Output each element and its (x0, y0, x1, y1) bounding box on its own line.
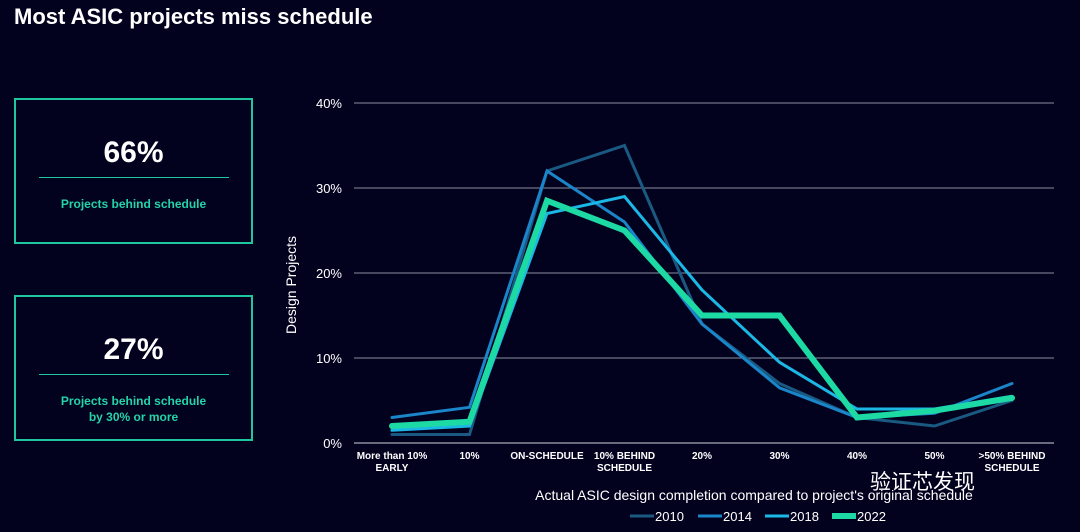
stat-label-line-2: by 30% or more (88, 410, 179, 424)
y-tick-label: 30% (316, 181, 342, 196)
legend-label-2022: 2022 (857, 509, 886, 524)
y-axis-label: Design Projects (283, 236, 299, 334)
x-tick-label-line: SCHEDULE (597, 463, 652, 474)
stat-card-behind-30pct: 27% Projects behind schedule by 30% or m… (14, 295, 253, 441)
legend-label-2014: 2014 (723, 509, 752, 524)
x-tick-label: 10% BEHIND SCHEDULE (594, 451, 655, 474)
x-tick-label-line: 10% BEHIND (594, 451, 655, 462)
x-tick-label-line: 50% (924, 451, 944, 462)
x-tick-label: ON-SCHEDULE (510, 451, 584, 462)
x-tick-label-line: EARLY (376, 463, 409, 474)
y-tick-label: 0% (323, 436, 342, 451)
stat-label: Projects behind schedule by 30% or more (16, 393, 251, 425)
stat-label: Projects behind schedule (60, 197, 207, 211)
stat-divider (38, 374, 229, 375)
stat-value: 27% (103, 333, 164, 366)
stat-label-line-1: Projects behind schedule (60, 394, 207, 408)
x-tick-label-line: 20% (692, 451, 712, 462)
x-tick-label: 30% (769, 451, 789, 462)
x-axis-label: Actual ASIC design completion compared t… (535, 487, 973, 503)
series-line-2022 (389, 196, 1015, 429)
x-tick-label-line: 10% (459, 451, 479, 462)
x-tick-label: More than 10% EARLY (357, 451, 428, 474)
y-tick-label: 10% (316, 351, 342, 366)
x-tick-label: 20% (692, 451, 712, 462)
x-tick-label: 10% (459, 451, 479, 462)
x-tick-label: 50% (924, 451, 944, 462)
x-tick-label: >50% BEHIND SCHEDULE (979, 451, 1046, 474)
legend-label-2010: 2010 (655, 509, 684, 524)
x-tick-label-line: >50% BEHIND (979, 451, 1046, 462)
x-tick-label-line: 30% (769, 451, 789, 462)
stat-card-behind-schedule: 66% Projects behind schedule (14, 98, 253, 244)
stat-value: 66% (103, 136, 164, 169)
y-tick-label: 20% (316, 266, 342, 281)
x-tick-label-line: ON-SCHEDULE (510, 451, 584, 462)
y-tick-label: 40% (316, 96, 342, 111)
x-tick-label-line: More than 10% (357, 451, 428, 462)
watermark: 验证芯发现 (870, 470, 975, 494)
x-tick-label: 40% (847, 451, 867, 462)
stat-divider (38, 177, 229, 178)
slide-title: Most ASIC projects miss schedule (14, 4, 373, 29)
x-tick-label-line: SCHEDULE (984, 463, 1039, 474)
x-tick-label-line: 40% (847, 451, 867, 462)
legend-label-2018: 2018 (790, 509, 819, 524)
